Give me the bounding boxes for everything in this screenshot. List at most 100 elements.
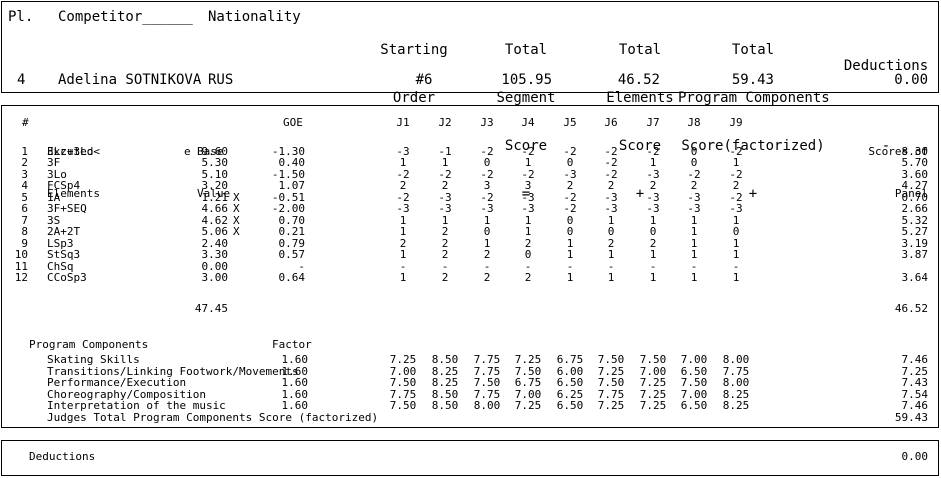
judge-score: -2 xyxy=(687,167,701,181)
judge-score: 1 xyxy=(649,213,657,227)
judge-score: -2 xyxy=(729,145,743,158)
element-bonus-flag: X xyxy=(233,190,240,204)
element-goe: 0.70 xyxy=(278,213,306,227)
component-name: Performance/Execution xyxy=(47,376,187,390)
component-judge-score: 8.50 xyxy=(431,387,459,401)
component-judge-score: 8.00 xyxy=(473,399,501,413)
judge-score: - xyxy=(607,259,615,273)
judge-score: 2 xyxy=(732,179,740,193)
judge-score: - xyxy=(524,259,532,273)
judge-score: 2 xyxy=(441,270,449,284)
element-base-value: 5.06 xyxy=(201,225,229,239)
judge-score: 3 xyxy=(524,179,532,193)
judge-score: 1 xyxy=(732,213,740,227)
component-judge-score: 7.75 xyxy=(389,387,417,401)
component-judge-score: 6.50 xyxy=(680,364,708,378)
judge-score: 1 xyxy=(399,270,407,284)
component-judge-score: 7.25 xyxy=(597,364,625,378)
value-nationality: RUS xyxy=(208,72,234,88)
judge-score: -2 xyxy=(729,190,743,204)
judge-score: -2 xyxy=(563,145,577,158)
judge-score: 2 xyxy=(399,179,407,193)
judge-score: 1 xyxy=(566,270,574,284)
judge-score: -3 xyxy=(729,202,743,216)
element-number: 9 xyxy=(21,236,28,250)
header-starting-order: Starting Order xyxy=(380,42,448,106)
component-judge-score: 7.25 xyxy=(514,399,542,413)
deductions-box xyxy=(1,440,939,476)
judge-score: 2 xyxy=(566,179,574,193)
judge-score: -2 xyxy=(729,167,743,181)
element-bonus-flag: X xyxy=(233,202,240,216)
element-goe: -2.00 xyxy=(271,202,305,216)
element-name: CCoSp3 xyxy=(47,270,87,284)
judge-score: 1 xyxy=(732,156,740,170)
header-place: Pl. xyxy=(8,9,34,25)
component-judge-score: 7.75 xyxy=(722,364,750,378)
component-factor: 1.60 xyxy=(281,387,309,401)
judge-score: 0 xyxy=(483,225,491,239)
judge-score: 1 xyxy=(649,270,657,284)
element-name: 3S xyxy=(47,213,61,227)
judge-score: -2 xyxy=(604,156,618,170)
component-judge-score: 8.25 xyxy=(431,376,459,390)
judge-score: -2 xyxy=(563,202,577,216)
component-judge-score: 6.50 xyxy=(556,399,584,413)
header-judge-6: J6 xyxy=(604,116,618,129)
element-number: 4 xyxy=(21,179,28,193)
judge-score: 1 xyxy=(690,213,698,227)
judge-score: -3 xyxy=(646,167,660,181)
component-judge-score: 8.00 xyxy=(722,376,750,390)
element-base-value: 1.21 xyxy=(201,190,229,204)
judge-score: -2 xyxy=(521,167,535,181)
judge-score: 2 xyxy=(649,179,657,193)
component-judge-score: 7.75 xyxy=(473,364,501,378)
program-components-title: Program Components xyxy=(29,338,149,351)
judge-score: 0 xyxy=(566,156,574,170)
element-base-value: 2.40 xyxy=(201,236,229,250)
factor-header: Factor xyxy=(272,338,312,351)
component-judge-score: 8.25 xyxy=(722,399,750,413)
component-judge-score: 7.75 xyxy=(473,387,501,401)
base-value-total: 47.45 xyxy=(194,302,228,315)
judge-score: 1 xyxy=(441,213,449,227)
element-panel-score: 3.87 xyxy=(901,248,929,262)
element-number: 3 xyxy=(21,167,28,181)
element-base-value: 5.30 xyxy=(201,156,229,170)
element-bonus-flag: X xyxy=(233,225,240,239)
judge-score: -2 xyxy=(396,167,410,181)
element-goe: 1.07 xyxy=(278,179,306,193)
component-judge-score: 6.00 xyxy=(556,364,584,378)
element-name: 3Lo xyxy=(47,167,67,181)
header-judge-3: J3 xyxy=(480,116,494,129)
judge-score: 2 xyxy=(524,236,532,250)
judge-score: -3 xyxy=(687,190,701,204)
element-base-value: 3.00 xyxy=(201,270,229,284)
judge-score: 1 xyxy=(566,248,574,262)
element-panel-score: 3.64 xyxy=(901,270,929,284)
judge-score: - xyxy=(649,259,657,273)
judge-score: 1 xyxy=(732,236,740,250)
judge-score: 1 xyxy=(690,248,698,262)
element-number: 12 xyxy=(14,270,28,284)
header-total-program-components: Total Program Components Score(factorize… xyxy=(678,42,830,202)
component-factor: 1.60 xyxy=(281,399,309,413)
header-judge-7: J7 xyxy=(646,116,660,129)
header-scores-of-panel: Scores of Panel xyxy=(868,145,928,200)
element-base-value: 5.10 xyxy=(201,167,229,181)
component-judge-score: 8.25 xyxy=(722,387,750,401)
judge-score: 1 xyxy=(399,248,407,262)
judge-score: -3 xyxy=(521,202,535,216)
judge-score: 2 xyxy=(483,270,491,284)
judge-score: 0 xyxy=(607,225,615,239)
judge-score: 2 xyxy=(441,248,449,262)
judge-score: -3 xyxy=(604,190,618,204)
judge-score: -2 xyxy=(604,167,618,181)
value-competitor: Adelina SOTNIKOVA xyxy=(58,72,202,88)
judge-score: 1 xyxy=(399,225,407,239)
element-base-value: 3.20 xyxy=(201,179,229,193)
component-name: Interpretation of the music xyxy=(47,399,226,413)
judge-score: 1 xyxy=(732,270,740,284)
element-number: 2 xyxy=(21,156,28,170)
judge-score: 1 xyxy=(649,248,657,262)
